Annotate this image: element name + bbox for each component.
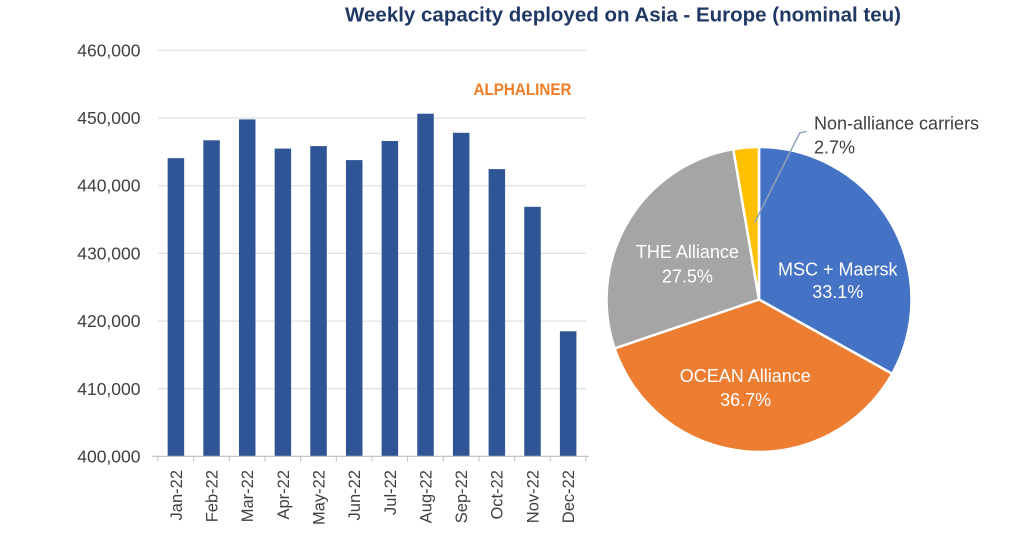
svg-text:May-22: May-22 [310, 470, 328, 525]
svg-text:Feb-22: Feb-22 [204, 470, 222, 522]
svg-text:Jun-22: Jun-22 [346, 470, 364, 520]
svg-text:430,000: 430,000 [77, 243, 141, 263]
svg-text:ALPHALINER: ALPHALINER [474, 80, 572, 99]
svg-text:Mar-22: Mar-22 [239, 470, 257, 522]
svg-text:2.7%: 2.7% [814, 137, 855, 157]
svg-text:27.5%: 27.5% [662, 267, 713, 287]
svg-text:Nov-22: Nov-22 [524, 470, 542, 523]
svg-text:Non-alliance carriers: Non-alliance carriers [814, 113, 979, 133]
svg-text:Sep-22: Sep-22 [453, 470, 471, 523]
svg-text:420,000: 420,000 [77, 311, 141, 331]
svg-text:Aug-22: Aug-22 [417, 470, 435, 523]
svg-text:400,000: 400,000 [77, 446, 141, 466]
svg-text:Oct-22: Oct-22 [489, 470, 507, 520]
svg-text:OCEAN Alliance: OCEAN Alliance [680, 366, 811, 386]
svg-text:THE Alliance: THE Alliance [636, 242, 739, 262]
svg-text:Apr-22: Apr-22 [275, 470, 293, 520]
svg-text:MSC + Maersk: MSC + Maersk [778, 260, 899, 280]
svg-text:Jan-22: Jan-22 [168, 470, 186, 520]
svg-text:Weekly capacity deployed on As: Weekly capacity deployed on Asia - Europ… [345, 4, 901, 27]
svg-text:440,000: 440,000 [77, 176, 141, 196]
svg-text:33.1%: 33.1% [812, 282, 863, 302]
svg-text:36.7%: 36.7% [720, 390, 771, 410]
svg-text:Dec-22: Dec-22 [560, 470, 578, 523]
svg-text:410,000: 410,000 [77, 379, 141, 399]
svg-text:Jul-22: Jul-22 [382, 470, 400, 515]
svg-text:450,000: 450,000 [77, 108, 141, 128]
svg-text:460,000: 460,000 [77, 40, 141, 60]
